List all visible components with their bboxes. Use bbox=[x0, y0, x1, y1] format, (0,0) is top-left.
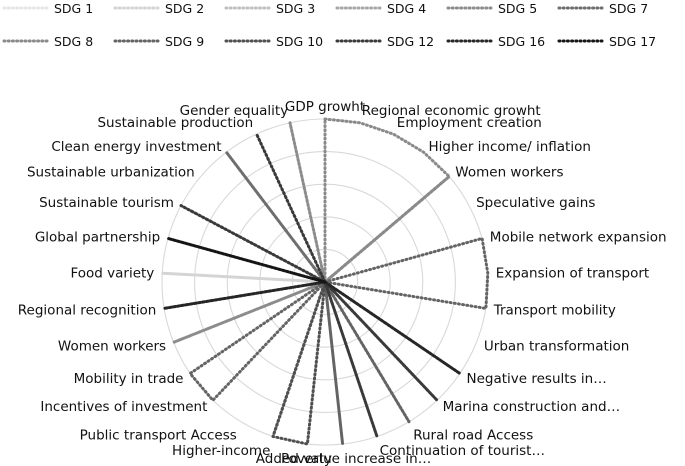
axis-label: Expansion of transport bbox=[496, 266, 650, 282]
axis-label: Higher-income bbox=[172, 443, 270, 459]
axis-label: Public transport Access bbox=[80, 428, 237, 444]
axis-label: Women workers bbox=[455, 164, 563, 180]
axis-label: Regional recognition bbox=[18, 303, 157, 319]
axis-label: Higher income/ inflation bbox=[429, 139, 591, 155]
axis-label: Clean energy investment bbox=[51, 139, 221, 155]
axis-label: Women workers bbox=[58, 338, 166, 354]
legend-label: SDG 16 bbox=[498, 34, 545, 49]
series-line-sdg-17 bbox=[166, 236, 327, 284]
axis-label: Sustainable tourism bbox=[39, 195, 174, 211]
legend-label: SDG 9 bbox=[165, 34, 204, 49]
legend-label: SDG 2 bbox=[165, 1, 204, 16]
legend-label: SDG 7 bbox=[609, 1, 648, 16]
legend: SDG 1 SDG 2 SDG 3 SDG 4 SDG 5 SDG 7 SDG 8 SDG 9… bbox=[2, 1, 656, 49]
axis-label: Employment creation bbox=[397, 115, 542, 131]
axis-label: Sustainable urbanization bbox=[27, 164, 195, 180]
axis-label: Incentives of investment bbox=[40, 399, 207, 415]
legend-label: SDG 1 bbox=[54, 1, 93, 16]
axis-label: Poverty bbox=[281, 451, 332, 466]
axis-label: Marina construction and… bbox=[443, 399, 620, 415]
legend-label: SDG 4 bbox=[387, 1, 426, 16]
axis-label: Mobile network expansion bbox=[490, 229, 667, 245]
series-layer bbox=[160, 117, 490, 446]
series-line-sdg-5 bbox=[172, 121, 451, 344]
series-line-sdg-10 bbox=[271, 280, 327, 446]
axis-label: Speculative gains bbox=[476, 195, 595, 211]
series-line-sdg-2 bbox=[160, 271, 327, 284]
axis-label: Transport mobility bbox=[493, 303, 616, 319]
series-line-sdg-7 bbox=[224, 150, 327, 284]
axis-label: Continuation of tourist… bbox=[380, 443, 545, 459]
axis-label: Regional economic growht bbox=[362, 103, 541, 119]
axis-label: Rural road Access bbox=[413, 428, 533, 444]
legend-label: SDG 12 bbox=[387, 34, 434, 49]
legend-label: SDG 3 bbox=[276, 1, 315, 16]
axis-label: Mobility in trade bbox=[74, 371, 184, 387]
legend-label: SDG 10 bbox=[276, 34, 323, 49]
legend-label: SDG 17 bbox=[609, 34, 656, 49]
axis-label: Food variety bbox=[70, 266, 154, 282]
axis-label: Urban transformation bbox=[484, 338, 629, 354]
axis-label: Added value increase in… bbox=[256, 451, 431, 466]
axis-label: GDP growht bbox=[285, 99, 365, 115]
axis-label: Gender equality bbox=[180, 103, 289, 119]
axis-label: Global partnership bbox=[35, 229, 160, 245]
legend-label: SDG 8 bbox=[54, 34, 93, 49]
axis-label: Sustainable production bbox=[97, 115, 253, 131]
legend-label: SDG 5 bbox=[498, 1, 537, 16]
series-line-sdg-9 bbox=[188, 236, 490, 446]
axis-label: Negative results in… bbox=[467, 371, 607, 387]
